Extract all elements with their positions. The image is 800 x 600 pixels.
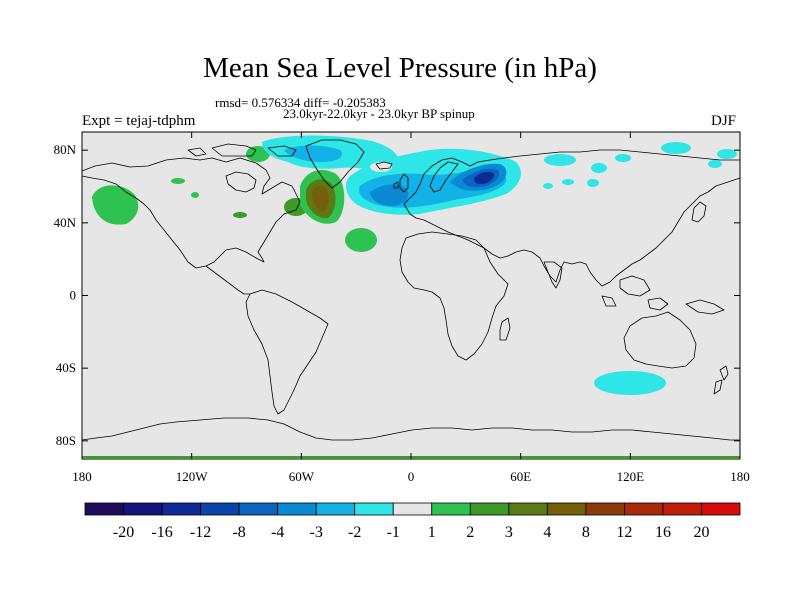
anomaly-patch: [171, 178, 185, 184]
colorbar-swatch: [624, 502, 664, 516]
coast-hudson-bay: [225, 171, 257, 193]
colorbar-label: 12: [616, 524, 632, 541]
coast-australia: [623, 311, 697, 369]
colorbar-label: -20: [113, 524, 134, 541]
coast-japan: [691, 201, 707, 223]
colorbar-label: 1: [428, 524, 436, 541]
coast-africa: [399, 231, 509, 361]
coast-scandinavia: [429, 161, 459, 193]
coast-greenland: [305, 139, 365, 189]
colorbar-swatch: [662, 502, 702, 516]
coast-antarctica: [82, 417, 740, 441]
anomaly-labrador-peak: [312, 186, 329, 212]
coast-central-america: [205, 265, 250, 295]
anomaly-north-pacific: [92, 185, 139, 225]
anomaly-central-atlantic: [345, 228, 377, 252]
lon-tick-label: 180: [72, 469, 92, 484]
anomaly-patch: [708, 160, 722, 168]
season-label: DJF: [711, 113, 737, 129]
colorbar-swatch: [701, 502, 741, 516]
colorbar-swatch: [392, 502, 433, 516]
anomaly-iceland-gap: [370, 162, 392, 172]
lon-tick-label: 120W: [176, 469, 209, 484]
colorbar-swatch: [469, 502, 510, 516]
lon-axis: 180 120W 60W 0 60E 120E 180: [72, 132, 750, 484]
colorbar-label: -1: [387, 524, 400, 541]
colorbar-label: 2: [466, 524, 474, 541]
colorbar-label: -3: [310, 524, 323, 541]
lon-tick-label: 60W: [289, 469, 315, 484]
coast-new-zealand: [713, 365, 729, 395]
anomaly-russia-core: [474, 171, 494, 184]
subtitle-period: 23.0kyr-22.0kyr - 23.0kyr BP spinup: [283, 106, 475, 121]
lat-tick-label: 40N: [54, 215, 77, 230]
colorbar-swatch: [546, 502, 587, 516]
colorbar-label: -12: [190, 524, 211, 541]
colorbar-swatch: [84, 502, 124, 516]
colorbar-swatch: [277, 502, 317, 516]
colorbar-swatch: [354, 502, 394, 516]
colorbar-label: 8: [582, 524, 590, 541]
colorbar-swatch: [238, 502, 279, 516]
anomaly-patch: [615, 154, 631, 162]
colorbar-swatch: [200, 502, 240, 516]
colorbar-label: -2: [348, 524, 361, 541]
lon-tick-label: 120E: [617, 469, 645, 484]
colorbar-swatch: [431, 502, 471, 516]
lon-tick-label: 180: [730, 469, 750, 484]
coast-eurasia: [403, 149, 740, 287]
anomaly-patch: [191, 192, 199, 198]
coast-south-america: [245, 289, 329, 415]
anomaly-patch: [661, 142, 691, 154]
anomaly-patch: [587, 179, 599, 187]
colorbar-swatch: [508, 502, 548, 516]
lon-tick-label: 60E: [510, 469, 531, 484]
coast-iceland: [375, 161, 393, 170]
anomaly-north-atlantic-core: [370, 184, 409, 206]
anomaly-great-lakes-dot: [233, 212, 247, 218]
experiment-label: Expt = tejaj-tdphm: [82, 113, 196, 129]
lat-axis: 80N 40N 0 40S 80S: [54, 142, 740, 448]
colorbar-label: 20: [693, 524, 709, 541]
anomaly-southern-indian: [594, 371, 666, 395]
coast-madagascar: [499, 317, 511, 341]
anomaly-patch: [562, 179, 574, 185]
lon-tick-label: 0: [408, 469, 415, 484]
anomaly-patch: [246, 146, 270, 162]
colorbar-label: 4: [543, 524, 551, 541]
colorbar: -20 -16 -12 -8 -4 -3 -2 -1 1 2 3 4 8 12 16 20: [84, 502, 741, 541]
coastlines: [82, 139, 740, 441]
anomaly-patch: [544, 154, 576, 166]
anomaly-patch: [543, 183, 553, 189]
anomaly-patch: [717, 149, 737, 159]
colorbar-label: -4: [271, 524, 284, 541]
colorbar-label: -16: [151, 524, 172, 541]
lat-tick-label: 40S: [56, 360, 76, 375]
colorbar-label: 16: [655, 524, 671, 541]
lat-tick-label: 80S: [56, 433, 76, 448]
colorbar-label: -8: [232, 524, 245, 541]
colorbar-swatch: [315, 502, 356, 516]
colorbar-swatch: [585, 502, 625, 516]
subtitle-stats: rmsd= 0.576334 diff= -0.205383: [215, 95, 386, 110]
lat-tick-label: 80N: [54, 142, 77, 157]
colorbar-swatch: [123, 502, 163, 516]
plot-title: Mean Sea Level Pressure (in hPa): [203, 52, 597, 84]
coast-uk: [393, 173, 409, 193]
coast-arctic-islands: [187, 143, 297, 157]
coast-india: [543, 261, 563, 289]
anomaly-layer: [92, 135, 737, 395]
colorbar-label: 3: [505, 524, 513, 541]
anomaly-patch: [591, 163, 607, 173]
anomaly-arctic-inner: [284, 145, 342, 162]
coast-north-america: [82, 157, 301, 269]
colorbar-swatch: [161, 502, 201, 516]
coast-southeast-asia: [601, 275, 725, 315]
lat-tick-label: 0: [70, 288, 77, 303]
